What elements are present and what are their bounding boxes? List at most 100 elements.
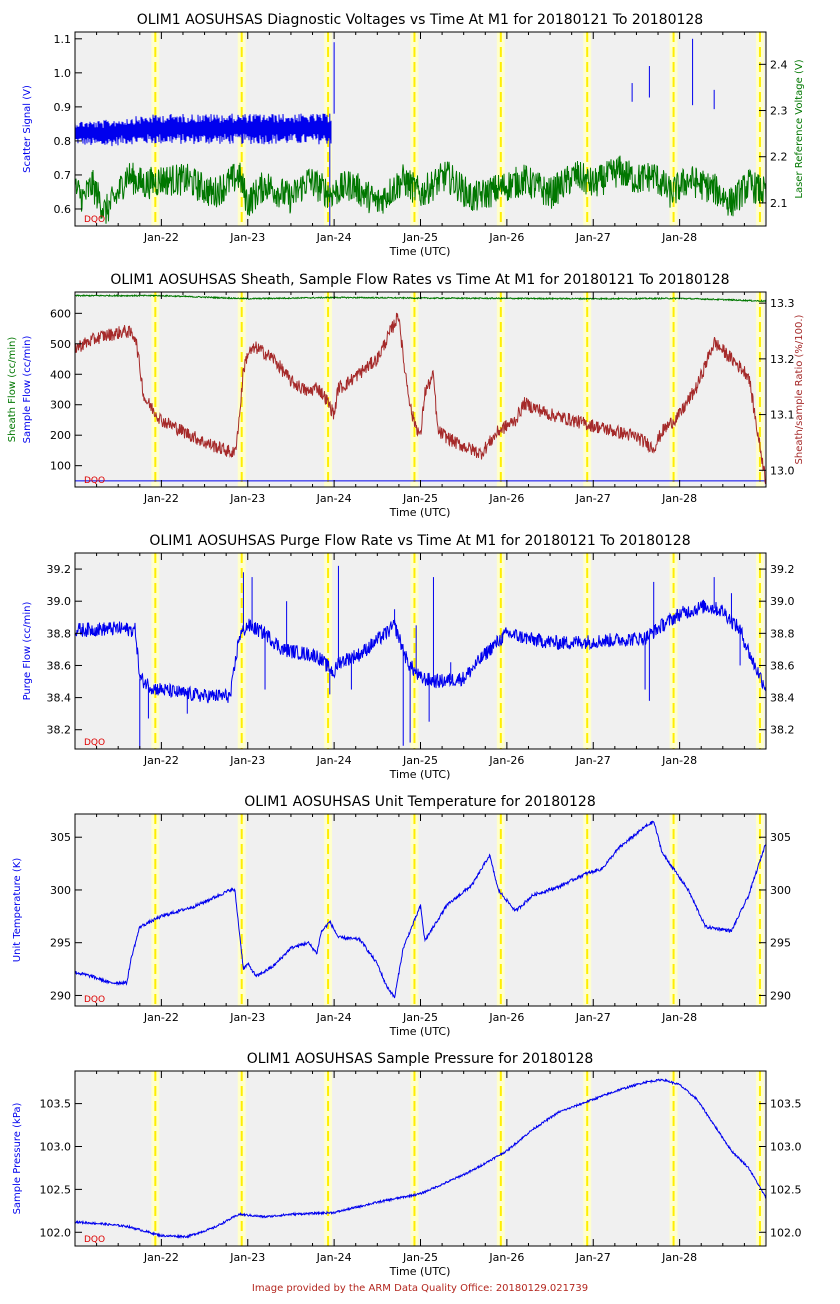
gap-band [237, 1071, 246, 1246]
dqo-label: DQO [84, 215, 105, 225]
x-tick-label: Jan-22 [143, 1011, 179, 1024]
chart-title: OLIM1 AOSUHSAS Diagnostic Voltages vs Ti… [137, 12, 703, 28]
x-tick-label: Jan-28 [661, 1011, 697, 1024]
y-tick-label-right: 2.1 [770, 197, 788, 210]
gap-band [324, 1071, 333, 1246]
y-axis-label-right: Laser Reference Voltage (V) [794, 59, 805, 198]
y-tick-label-left: 103.0 [40, 1140, 72, 1153]
x-tick-label: Jan-27 [575, 754, 611, 767]
y-tick-label-left: 295 [50, 937, 71, 950]
x-axis-label: Time (UTC) [389, 245, 451, 258]
y-tick-label-left: 38.8 [47, 627, 72, 640]
chart-title: OLIM1 AOSUHSAS Unit Temperature for 2018… [244, 794, 596, 810]
dqo-label: DQO [84, 995, 105, 1005]
y-tick-label-left: 39.0 [47, 595, 72, 608]
plot-content [75, 820, 766, 999]
footer-credit: Image provided by the ARM Data Quality O… [251, 1283, 589, 1294]
x-tick-label: Jan-27 [575, 1011, 611, 1024]
x-tick-label: Jan-27 [575, 1251, 611, 1264]
y-tick-label-left: 39.2 [47, 563, 72, 576]
series-sample-pressure [75, 1078, 766, 1240]
y-tick-label-right: 38.2 [770, 724, 795, 737]
x-tick-label: Jan-28 [661, 754, 697, 767]
plot-area [75, 553, 766, 749]
gap-band [583, 1071, 592, 1246]
x-tick-label: Jan-27 [575, 492, 611, 505]
x-tick-label: Jan-26 [488, 231, 524, 244]
gap-band [410, 1071, 419, 1246]
y-tick-label-right: 290 [770, 989, 791, 1002]
x-tick-label: Jan-23 [229, 1011, 265, 1024]
y-tick-label-left: 38.2 [47, 724, 72, 737]
x-axis-label: Time (UTC) [389, 1265, 451, 1278]
plot-area [75, 1071, 766, 1246]
series-unit-temperature [75, 820, 766, 999]
y-tick-label-right: 13.3 [770, 297, 795, 310]
chart-panel-5: OLIM1 AOSUHSAS Sample Pressure for 20180… [12, 1051, 802, 1278]
dqo-label: DQO [84, 1235, 105, 1245]
y-tick-label-left: 38.6 [47, 659, 72, 672]
y-tick-label-left: 0.9 [54, 101, 72, 114]
y-tick-label-left: 305 [50, 831, 71, 844]
y-axis-label-left: Sample Flow (cc/min) [22, 336, 33, 444]
series-laser-reference-voltage [75, 155, 766, 224]
chart-panel-2: OLIM1 AOSUHSAS Sheath, Sample Flow Rates… [7, 272, 805, 519]
y-tick-label-left: 103.5 [40, 1098, 72, 1111]
x-axis-label: Time (UTC) [389, 506, 451, 519]
x-tick-label: Jan-22 [143, 754, 179, 767]
x-tick-label: Jan-23 [229, 1251, 265, 1264]
y-tick-label-left: 0.8 [54, 135, 72, 148]
y-tick-label-left: 0.6 [54, 203, 72, 216]
x-axis-label: Time (UTC) [389, 1025, 451, 1038]
y-tick-label-right: 13.0 [770, 464, 795, 477]
y-tick-label-right: 2.2 [770, 151, 788, 164]
x-tick-label: Jan-23 [229, 231, 265, 244]
y-tick-label-left: 600 [50, 307, 71, 320]
x-tick-label: Jan-27 [575, 231, 611, 244]
plot-area [75, 814, 766, 1006]
series-sheath-sample-ratio [75, 312, 766, 485]
x-axis-label: Time (UTC) [389, 768, 451, 781]
y-axis-label-left: Purge Flow (cc/min) [22, 601, 33, 700]
y-tick-label-right: 103.0 [770, 1140, 802, 1153]
plot-content [75, 1078, 766, 1240]
y-tick-label-right: 39.0 [770, 595, 795, 608]
y-tick-label-left: 290 [50, 989, 71, 1002]
x-tick-label: Jan-23 [229, 754, 265, 767]
y-axis-label-left: Scatter Signal (V) [22, 85, 33, 173]
series-scatter-signal [75, 113, 332, 147]
x-tick-label: Jan-25 [402, 231, 438, 244]
x-tick-label: Jan-28 [661, 1251, 697, 1264]
chart-panel-1: OLIM1 AOSUHSAS Diagnostic Voltages vs Ti… [22, 12, 805, 258]
chart-title: OLIM1 AOSUHSAS Purge Flow Rate vs Time A… [149, 533, 690, 549]
y-tick-label-right: 38.4 [770, 692, 795, 705]
chart-title: OLIM1 AOSUHSAS Sheath, Sample Flow Rates… [110, 272, 729, 288]
y-axis-label-left: Unit Temperature (K) [12, 858, 23, 963]
x-tick-label: Jan-28 [661, 492, 697, 505]
y-tick-label-right: 2.3 [770, 105, 788, 118]
dqo-label: DQO [84, 738, 105, 748]
y-tick-label-left: 400 [50, 368, 71, 381]
y-tick-label-right: 300 [770, 884, 791, 897]
y-tick-label-right: 2.4 [770, 58, 788, 71]
y-tick-label-left: 102.0 [40, 1226, 72, 1239]
x-tick-label: Jan-26 [488, 1251, 524, 1264]
y-tick-label-left: 300 [50, 399, 71, 412]
chart-panel-3: OLIM1 AOSUHSAS Purge Flow Rate vs Time A… [22, 533, 795, 781]
x-tick-label: Jan-22 [143, 492, 179, 505]
dqo-label: DQO [84, 476, 105, 486]
x-tick-label: Jan-24 [316, 492, 352, 505]
y-tick-label-right: 13.2 [770, 353, 795, 366]
y-axis-label-left-2: Sheath Flow (cc/min) [7, 337, 18, 443]
y-tick-label-right: 39.2 [770, 563, 795, 576]
y-tick-label-left: 38.4 [47, 692, 72, 705]
x-tick-label: Jan-26 [488, 1011, 524, 1024]
y-tick-label-left: 1.1 [54, 33, 72, 46]
x-tick-label: Jan-26 [488, 492, 524, 505]
x-tick-label: Jan-24 [316, 231, 352, 244]
y-tick-label-right: 295 [770, 937, 791, 950]
y-tick-label-left: 100 [50, 460, 71, 473]
y-tick-label-left: 200 [50, 429, 71, 442]
x-tick-label: Jan-25 [402, 492, 438, 505]
